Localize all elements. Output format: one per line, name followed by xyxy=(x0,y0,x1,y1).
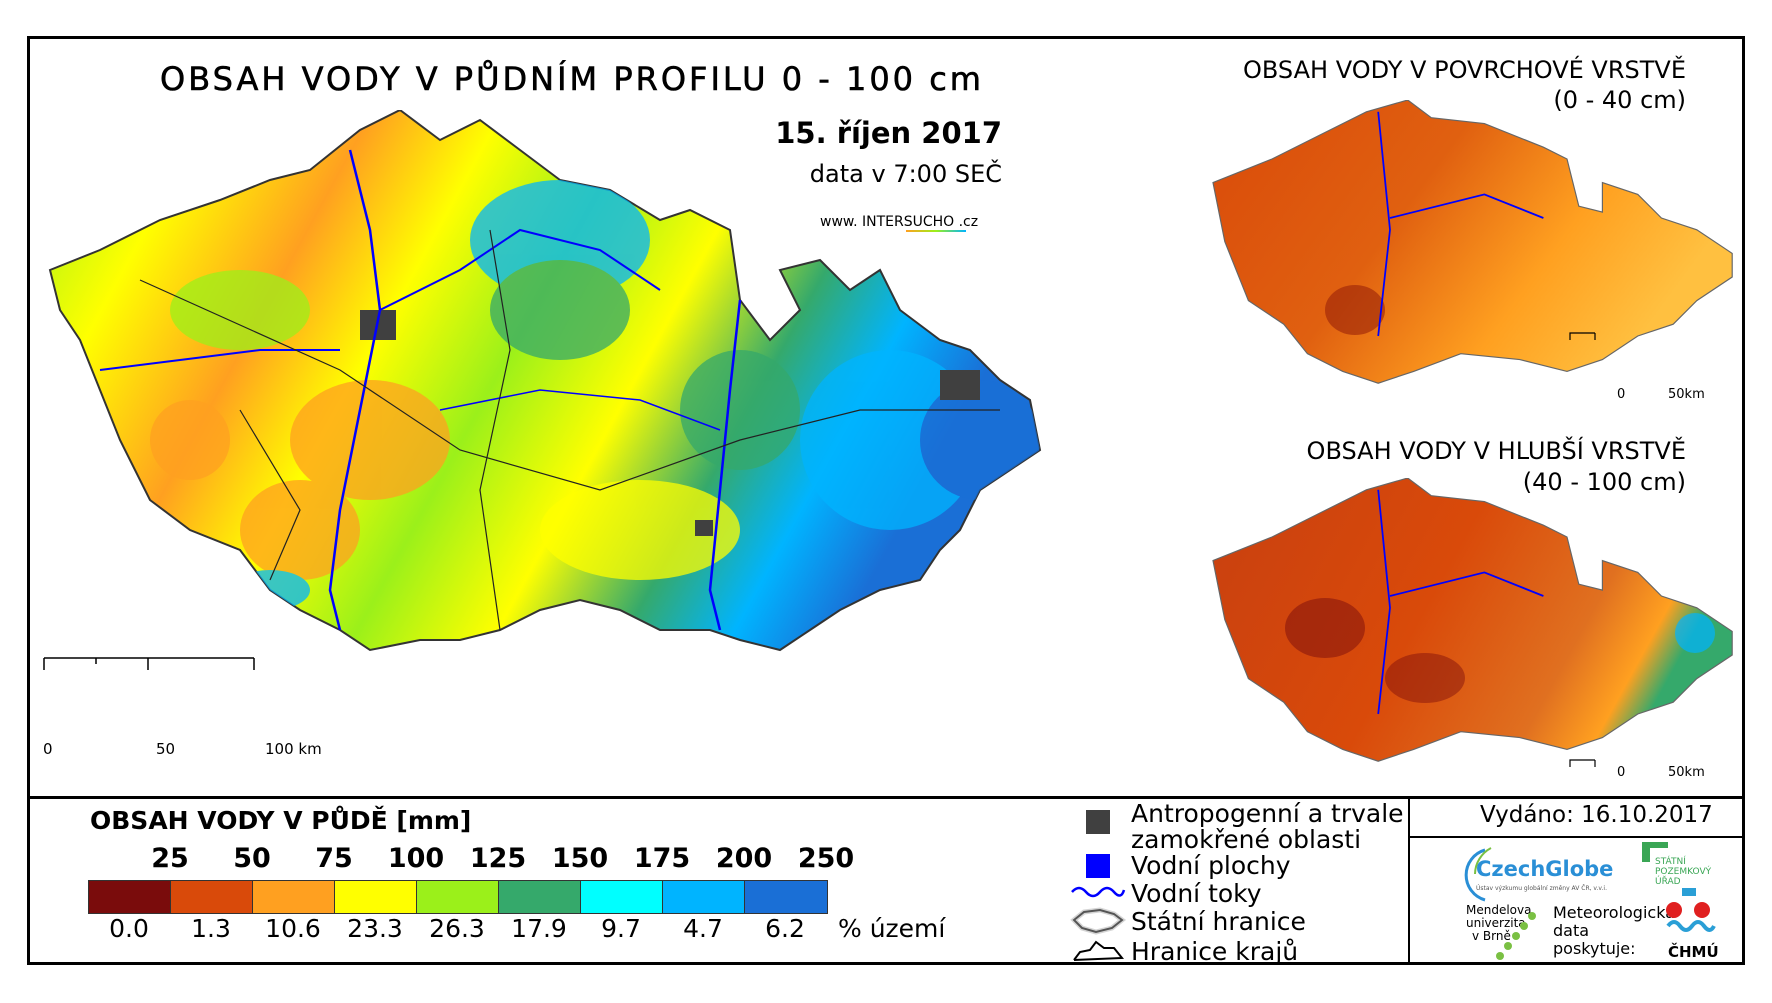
mendel-logo-icon xyxy=(1496,912,1536,960)
legend-percent-value: 9.7 xyxy=(601,914,641,943)
anthropogenic-label-line2: zamokřené oblasti xyxy=(1131,825,1362,854)
chmu-logo-text: ČHMÚ xyxy=(1668,943,1719,961)
spu-logo-line3: ÚŘAD xyxy=(1655,877,1681,887)
legend-threshold-label: 175 xyxy=(633,843,691,874)
legend-percent-value: 17.9 xyxy=(511,914,567,943)
main-map-title: OBSAH VODY V PŮDNÍM PROFILU 0 - 100 cm xyxy=(160,60,984,99)
inset-bottom-scale-50km: 50km xyxy=(1668,765,1705,780)
legend-threshold-label: 100 xyxy=(387,843,445,874)
inset-map-surface-layer xyxy=(1212,100,1733,384)
legend-color-cell xyxy=(581,881,663,913)
legend-color-cell xyxy=(745,881,827,913)
spu-logo-line1: STÁTNÍ xyxy=(1655,857,1686,867)
main-map xyxy=(43,110,1042,670)
brno-anthropogenic-area xyxy=(695,520,713,536)
legend-percent-value: 0.0 xyxy=(109,914,149,943)
legend-threshold-label: 75 xyxy=(315,843,353,874)
legend-threshold-label: 200 xyxy=(715,843,773,874)
legend-colorbar xyxy=(88,880,828,914)
legend-percent-value: 10.6 xyxy=(265,914,321,943)
inset-bottom-title: OBSAH VODY V HLUBŠÍ VRSTVĚ xyxy=(1306,437,1686,465)
legend-percent-value: 4.7 xyxy=(683,914,723,943)
legend-threshold-label: 50 xyxy=(233,843,271,874)
meteo-label-line2: data xyxy=(1553,921,1590,940)
chmu-logo-icon xyxy=(1666,888,1716,932)
legend-color-cell xyxy=(171,881,253,913)
issued-separator-vertical xyxy=(1408,796,1410,965)
czechglobe-logo-text: CzechGlobe xyxy=(1476,857,1614,881)
river-vltava xyxy=(328,149,382,631)
legend-title: OBSAH VODY V PŮDĚ [mm] xyxy=(90,806,472,835)
river-symbol-icon xyxy=(1071,886,1126,898)
legend-color-cell xyxy=(335,881,417,913)
regional-border xyxy=(139,279,1000,491)
scale-label-50: 50 xyxy=(156,740,176,758)
legend-threshold-label: 125 xyxy=(469,843,527,874)
map-date: 15. říjen 2017 xyxy=(775,116,1002,150)
issued-separator-horizontal xyxy=(1408,836,1745,838)
legend-threshold-label: 150 xyxy=(551,843,609,874)
inset-top-scale-0: 0 xyxy=(1617,387,1626,402)
mendel-logo-line1: Mendelova xyxy=(1466,903,1532,917)
inset-top-title: OBSAH VODY V POVRCHOVÉ VRSTVĚ xyxy=(1243,56,1686,84)
czechglobe-logo-icon xyxy=(1464,847,1492,902)
anthropogenic-swatch xyxy=(1086,810,1110,834)
inset-bottom-subtitle: (40 - 100 cm) xyxy=(1522,468,1686,496)
scale-label-100km: 100 km xyxy=(265,740,322,758)
legend-color-cell xyxy=(253,881,335,913)
mendel-logo-line3: v Brně xyxy=(1472,929,1511,943)
legend-threshold-label: 25 xyxy=(151,843,189,874)
spu-logo-line2: POZEMKOVÝ xyxy=(1655,867,1712,877)
legend-percent-value: 6.2 xyxy=(765,914,805,943)
mendel-logo-line2: univerzita xyxy=(1466,916,1526,930)
legend-color-cell xyxy=(89,881,171,913)
water-bodies-label: Vodní plochy xyxy=(1131,851,1291,880)
inset-map-deep-layer xyxy=(1212,478,1733,767)
state-border-symbol-icon xyxy=(1070,907,1126,935)
inset-top-subtitle: (0 - 40 cm) xyxy=(1553,86,1686,114)
legend-threshold-label: 250 xyxy=(797,843,855,874)
river-ohre xyxy=(99,349,340,371)
rivers-label: Vodní toky xyxy=(1131,879,1262,908)
water-bodies-swatch xyxy=(1086,854,1110,878)
regional-border xyxy=(239,409,301,581)
legend-percent-unit: % území xyxy=(838,914,946,943)
ostrava-anthropogenic-area xyxy=(940,370,980,400)
inset-bottom-scale-0: 0 xyxy=(1617,765,1626,780)
website-underline xyxy=(906,230,966,232)
state-border-label: Státní hranice xyxy=(1131,907,1306,936)
data-time: data v 7:00 SEČ xyxy=(809,160,1002,188)
legend-color-cell xyxy=(417,881,499,913)
river-sazava xyxy=(439,389,721,431)
regional-border xyxy=(479,229,511,631)
legend-percent-value: 23.3 xyxy=(347,914,403,943)
website-label: www. INTERSUCHO .cz xyxy=(820,214,979,230)
issued-date: Vydáno: 16.10.2017 xyxy=(1480,802,1713,828)
legend-color-cell xyxy=(663,881,745,913)
anthropogenic-label-line1: Antropogenní a trvale xyxy=(1131,799,1404,828)
meteo-label-line1: Meteorologická xyxy=(1553,903,1675,922)
scale-label-0: 0 xyxy=(43,740,53,758)
inset-top-scale-50km: 50km xyxy=(1668,387,1705,402)
river-morava xyxy=(708,299,742,631)
czechglobe-logo-subtext: Ústav výzkumu globální změny AV ČR, v.v.… xyxy=(1476,885,1607,892)
regional-border-symbol-icon xyxy=(1073,940,1125,961)
main-map-scale-bar xyxy=(43,657,255,670)
river-labe xyxy=(379,228,661,311)
legend-color-cell xyxy=(499,881,581,913)
legend-separator xyxy=(27,796,1745,799)
meteo-label-line3: poskytuje: xyxy=(1553,939,1636,958)
legend-percent-value: 1.3 xyxy=(191,914,231,943)
legend-percent-value: 26.3 xyxy=(429,914,485,943)
spu-logo-icon xyxy=(1642,842,1668,862)
regional-border-label: Hranice krajů xyxy=(1131,937,1299,966)
